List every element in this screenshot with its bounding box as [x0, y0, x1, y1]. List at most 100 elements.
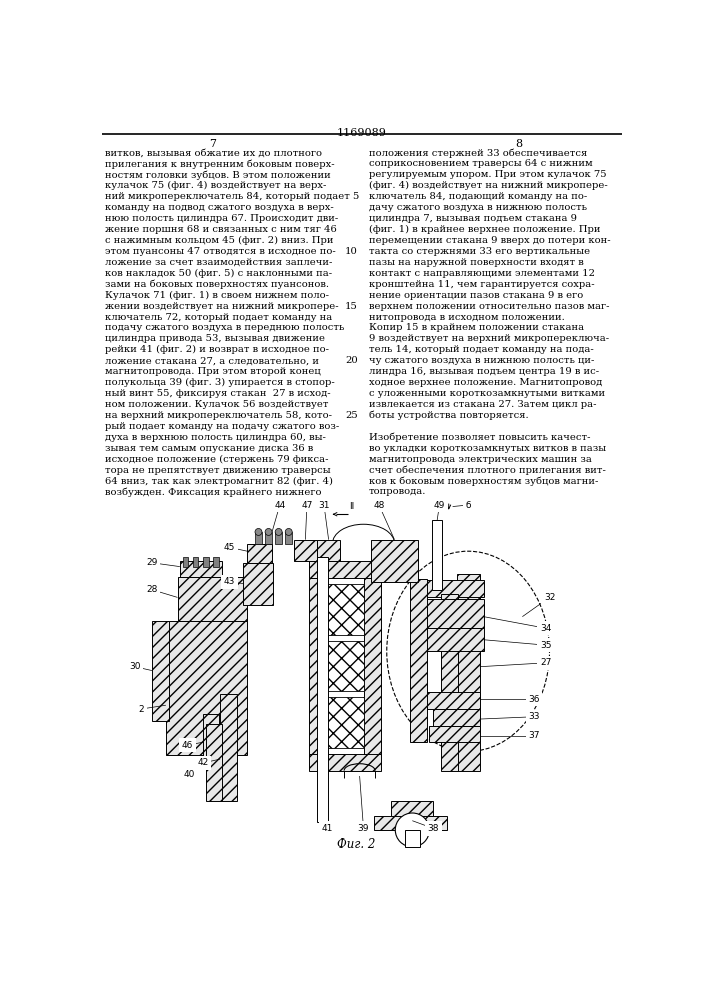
Text: тель 14, который подает команду на пода-: тель 14, который подает команду на пода- — [369, 345, 594, 354]
Bar — [426, 692, 480, 709]
Text: ном положении. Кулачок 56 воздействует: ном положении. Кулачок 56 воздействует — [105, 400, 329, 409]
Text: извлекается из стакана 27. Затем цикл ра-: извлекается из стакана 27. Затем цикл ра… — [369, 400, 597, 409]
Bar — [206, 724, 222, 801]
Text: регулируемым упором. При этом кулачок 75: регулируемым упором. При этом кулачок 75 — [369, 170, 607, 179]
Bar — [183, 557, 188, 567]
Bar — [193, 557, 199, 567]
Text: б: б — [465, 500, 471, 510]
Text: витков, вызывая обжатие их до плотного: витков, вызывая обжатие их до плотного — [105, 148, 322, 157]
Text: чу сжатого воздуха в нижнюю полость ци-: чу сжатого воздуха в нижнюю полость ци- — [369, 356, 595, 365]
Text: нюю полость цилиндра 67. Происходит дви-: нюю полость цилиндра 67. Происходит дви- — [105, 214, 339, 223]
Text: 46: 46 — [182, 741, 193, 750]
Text: 47: 47 — [301, 500, 312, 510]
Text: ключатель 72, который подает команду на: ключатель 72, который подает команду на — [105, 312, 333, 322]
Text: ключатель 84, подающий команду на по-: ключатель 84, подающий команду на по- — [369, 192, 588, 201]
Text: 25: 25 — [345, 411, 358, 420]
Text: топровода.: топровода. — [369, 487, 426, 496]
Text: 64 вниз, так как электромагнит 82 (фиг. 4): 64 вниз, так как электромагнит 82 (фиг. … — [105, 477, 334, 486]
Text: 41: 41 — [322, 824, 333, 833]
Text: (фиг. 1) в крайнее верхнее положение. При: (фиг. 1) в крайнее верхнее положение. Пр… — [369, 225, 600, 234]
Text: дачу сжатого воздуха в нижнюю полость: дачу сжатого воздуха в нижнюю полость — [369, 203, 587, 212]
Bar — [213, 557, 218, 567]
Text: подачу сжатого воздуха в переднюю полость: подачу сжатого воздуха в переднюю полост… — [105, 323, 345, 332]
Text: верхнем положении относительно пазов маг-: верхнем положении относительно пазов маг… — [369, 302, 609, 311]
Circle shape — [285, 528, 292, 535]
Text: 28: 28 — [146, 585, 158, 594]
Text: с уложенными короткозамкнутыми витками: с уложенными короткозамкнутыми витками — [369, 389, 605, 398]
Text: цилиндра 7, вызывая подъем стакана 9: цилиндра 7, вызывая подъем стакана 9 — [369, 214, 577, 223]
Text: рейки 41 (фиг. 2) и возврат в исходное по-: рейки 41 (фиг. 2) и возврат в исходное п… — [105, 345, 329, 354]
Bar — [317, 557, 328, 822]
Text: 30: 30 — [129, 662, 141, 671]
Text: 32: 32 — [544, 593, 555, 602]
Text: зывая тем самым опускание диска 36 в: зывая тем самым опускание диска 36 в — [105, 444, 314, 453]
Bar — [309, 578, 327, 755]
Text: с нажимным кольцом 45 (фиг. 2) вниз. При: с нажимным кольцом 45 (фиг. 2) вниз. При — [105, 236, 334, 245]
Text: 2: 2 — [139, 705, 144, 714]
Text: тора не препятствует движению траверсы: тора не препятствует движению траверсы — [105, 466, 331, 475]
Text: 42: 42 — [197, 758, 209, 767]
Bar — [429, 726, 480, 742]
Text: зами на боковых поверхностях пуансонов.: зами на боковых поверхностях пуансонов. — [105, 280, 329, 289]
Text: 35: 35 — [540, 641, 551, 650]
Bar — [433, 520, 442, 590]
Bar — [203, 557, 209, 567]
Text: 5: 5 — [351, 192, 358, 201]
Bar — [371, 540, 418, 582]
Text: Изобретение позволяет повысить качест-: Изобретение позволяет повысить качест- — [369, 433, 590, 442]
Text: 34: 34 — [540, 624, 551, 633]
Text: пазы на наружной поверхности входят в: пазы на наружной поверхности входят в — [369, 258, 584, 267]
Bar — [457, 574, 480, 771]
Text: счет обеспечения плотного прилегания вит-: счет обеспечения плотного прилегания вит… — [369, 466, 606, 475]
Bar — [421, 599, 484, 628]
Text: команду на подвод сжатого воздуха в верх-: команду на подвод сжатого воздуха в верх… — [105, 203, 334, 212]
Bar — [441, 594, 458, 771]
Text: такта со стержнями 33 его вертикальные: такта со стержнями 33 его вертикальные — [369, 247, 590, 256]
Text: ложение стакана 27, а следовательно, и: ложение стакана 27, а следовательно, и — [105, 356, 320, 365]
Bar — [285, 532, 292, 544]
Bar — [391, 801, 433, 816]
Text: 39: 39 — [358, 824, 369, 833]
Text: во укладки короткозамкнутых витков в пазы: во укладки короткозамкнутых витков в паз… — [369, 444, 606, 453]
Text: прилегания к внутренним боковым поверх-: прилегания к внутренним боковым поверх- — [105, 159, 335, 169]
Text: 37: 37 — [528, 732, 539, 740]
Bar — [265, 532, 272, 544]
Text: перемещении стакана 9 вверх до потери кон-: перемещении стакана 9 вверх до потери ко… — [369, 236, 611, 245]
Text: 36: 36 — [528, 695, 539, 704]
Text: соприкосновением траверсы 64 с нижним: соприкосновением траверсы 64 с нижним — [369, 159, 592, 168]
Bar — [317, 540, 340, 561]
Text: рый подает команду на подачу сжатого воз-: рый подает команду на подачу сжатого воз… — [105, 422, 339, 431]
Text: контакт с направляющими элементами 12: контакт с направляющими элементами 12 — [369, 269, 595, 278]
Bar — [180, 561, 223, 577]
Bar — [220, 694, 237, 801]
Text: 38: 38 — [428, 824, 439, 833]
Text: исходное положение (стержень 79 фикса-: исходное положение (стержень 79 фикса- — [105, 455, 329, 464]
Bar — [166, 620, 247, 755]
Text: линдра 16, вызывая подъем центра 19 в ис-: линдра 16, вызывая подъем центра 19 в ис… — [369, 367, 599, 376]
Text: Кулачок 71 (фиг. 1) в своем нижнем поло-: Кулачок 71 (фиг. 1) в своем нижнем поло- — [105, 291, 329, 300]
Text: II: II — [349, 502, 355, 511]
Text: 40: 40 — [183, 770, 195, 779]
Text: (фиг. 4) воздействует на нижний микропере-: (фиг. 4) воздействует на нижний микропер… — [369, 181, 608, 190]
Text: 48: 48 — [373, 500, 385, 510]
Bar — [309, 561, 380, 578]
Text: 1169089: 1169089 — [337, 128, 387, 138]
Text: 10: 10 — [345, 247, 358, 256]
Bar — [255, 532, 262, 544]
Text: 29: 29 — [146, 558, 158, 567]
Text: ний микропереключатель 84, который подает: ний микропереключатель 84, который подае… — [105, 192, 350, 201]
Text: 33: 33 — [528, 712, 539, 721]
Text: кулачок 75 (фиг. 4) воздействует на верх-: кулачок 75 (фиг. 4) воздействует на верх… — [105, 181, 327, 190]
Text: возбужден. Фиксация крайнего нижнего: возбужден. Фиксация крайнего нижнего — [105, 487, 322, 497]
Text: 43: 43 — [223, 578, 235, 586]
Bar — [327, 697, 363, 748]
Text: нение ориентации пазов стакана 9 в его: нение ориентации пазов стакана 9 в его — [369, 291, 583, 300]
Text: 31: 31 — [318, 500, 329, 510]
Text: 27: 27 — [540, 658, 551, 667]
Text: нитопровода в исходном положении.: нитопровода в исходном положении. — [369, 312, 565, 322]
Bar — [177, 577, 247, 620]
Text: духа в верхнюю полость цилиндра 60, вы-: духа в верхнюю полость цилиндра 60, вы- — [105, 433, 327, 442]
Text: Фиг. 2: Фиг. 2 — [337, 838, 375, 851]
Text: жении воздействует на нижний микропере-: жении воздействует на нижний микропере- — [105, 302, 339, 311]
Bar — [327, 641, 363, 691]
